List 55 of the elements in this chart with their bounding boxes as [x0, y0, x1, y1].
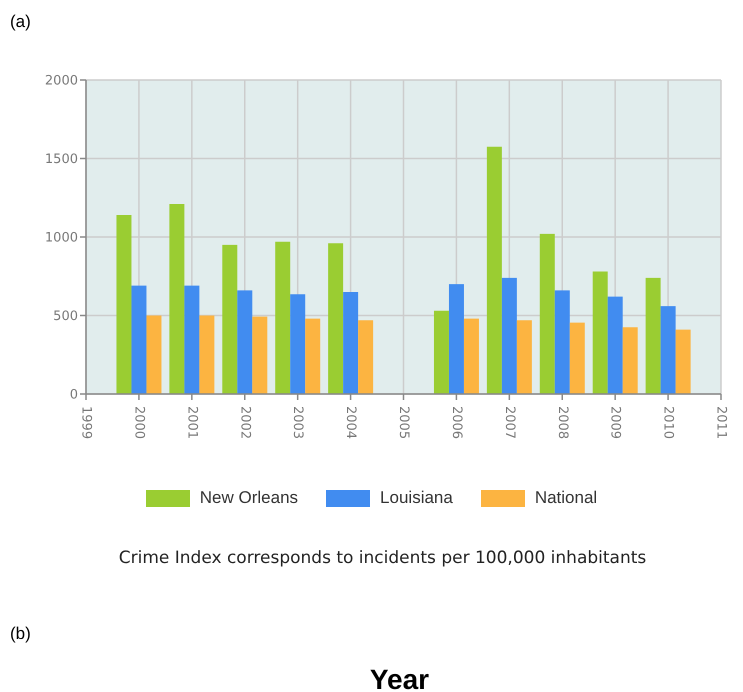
bar	[646, 278, 661, 394]
bar	[502, 278, 517, 394]
bar	[486, 146, 502, 394]
bar	[237, 290, 252, 394]
bar	[184, 286, 200, 394]
x-tick-label: 2007	[502, 406, 517, 440]
x-tick-label: 2011	[714, 406, 728, 440]
bar	[222, 244, 238, 394]
legend-label: Louisiana	[379, 488, 453, 508]
y-tick-label: 1000	[44, 230, 78, 246]
y-tick-label: 1500	[44, 152, 78, 168]
y-tick-label: 2000	[44, 74, 78, 89]
bar	[448, 284, 464, 394]
text: Year	[368, 664, 430, 692]
legend-label: National	[534, 488, 598, 508]
legend-label: New Orleans	[198, 488, 298, 508]
bar	[464, 318, 479, 394]
bar	[660, 306, 676, 394]
bar	[570, 322, 585, 394]
x-tick-label: 2006	[448, 406, 464, 440]
bar	[358, 320, 374, 394]
bar	[328, 243, 344, 394]
y-tick-label: 500	[53, 309, 78, 324]
x-tick-label: 2002	[237, 406, 252, 440]
text: (a)	[10, 12, 31, 32]
bar	[592, 272, 608, 394]
y-tick-label: 0	[70, 388, 78, 403]
bar	[554, 290, 570, 394]
x-tick-label: 2000	[131, 406, 146, 440]
x-tick-label: 2009	[608, 406, 623, 440]
x-tick-label: 2005	[396, 406, 411, 440]
x-tick-label: 2008	[554, 406, 570, 440]
bar	[516, 320, 532, 394]
bar	[146, 316, 162, 394]
bar	[169, 204, 184, 394]
x-tick-label: 2004	[343, 406, 358, 440]
x-tick-label: 2010	[660, 406, 676, 440]
bar	[131, 286, 146, 394]
bar	[434, 310, 449, 394]
bar	[116, 215, 132, 394]
bar	[343, 292, 358, 394]
bar	[540, 234, 555, 394]
bar	[622, 327, 638, 394]
bar	[305, 318, 320, 394]
bar	[199, 316, 214, 394]
text: Crime Index corresponds to incidents per 100,000 inhabitants	[118, 548, 648, 568]
x-tick-label: 2001	[184, 406, 200, 440]
x-tick-label: 1999	[78, 406, 94, 440]
text: (b)	[10, 624, 31, 644]
bar	[290, 294, 306, 394]
bar	[252, 316, 268, 394]
x-tick-label: 2003	[290, 406, 306, 440]
bar	[608, 296, 623, 394]
bar	[676, 330, 691, 394]
bar	[275, 242, 290, 394]
